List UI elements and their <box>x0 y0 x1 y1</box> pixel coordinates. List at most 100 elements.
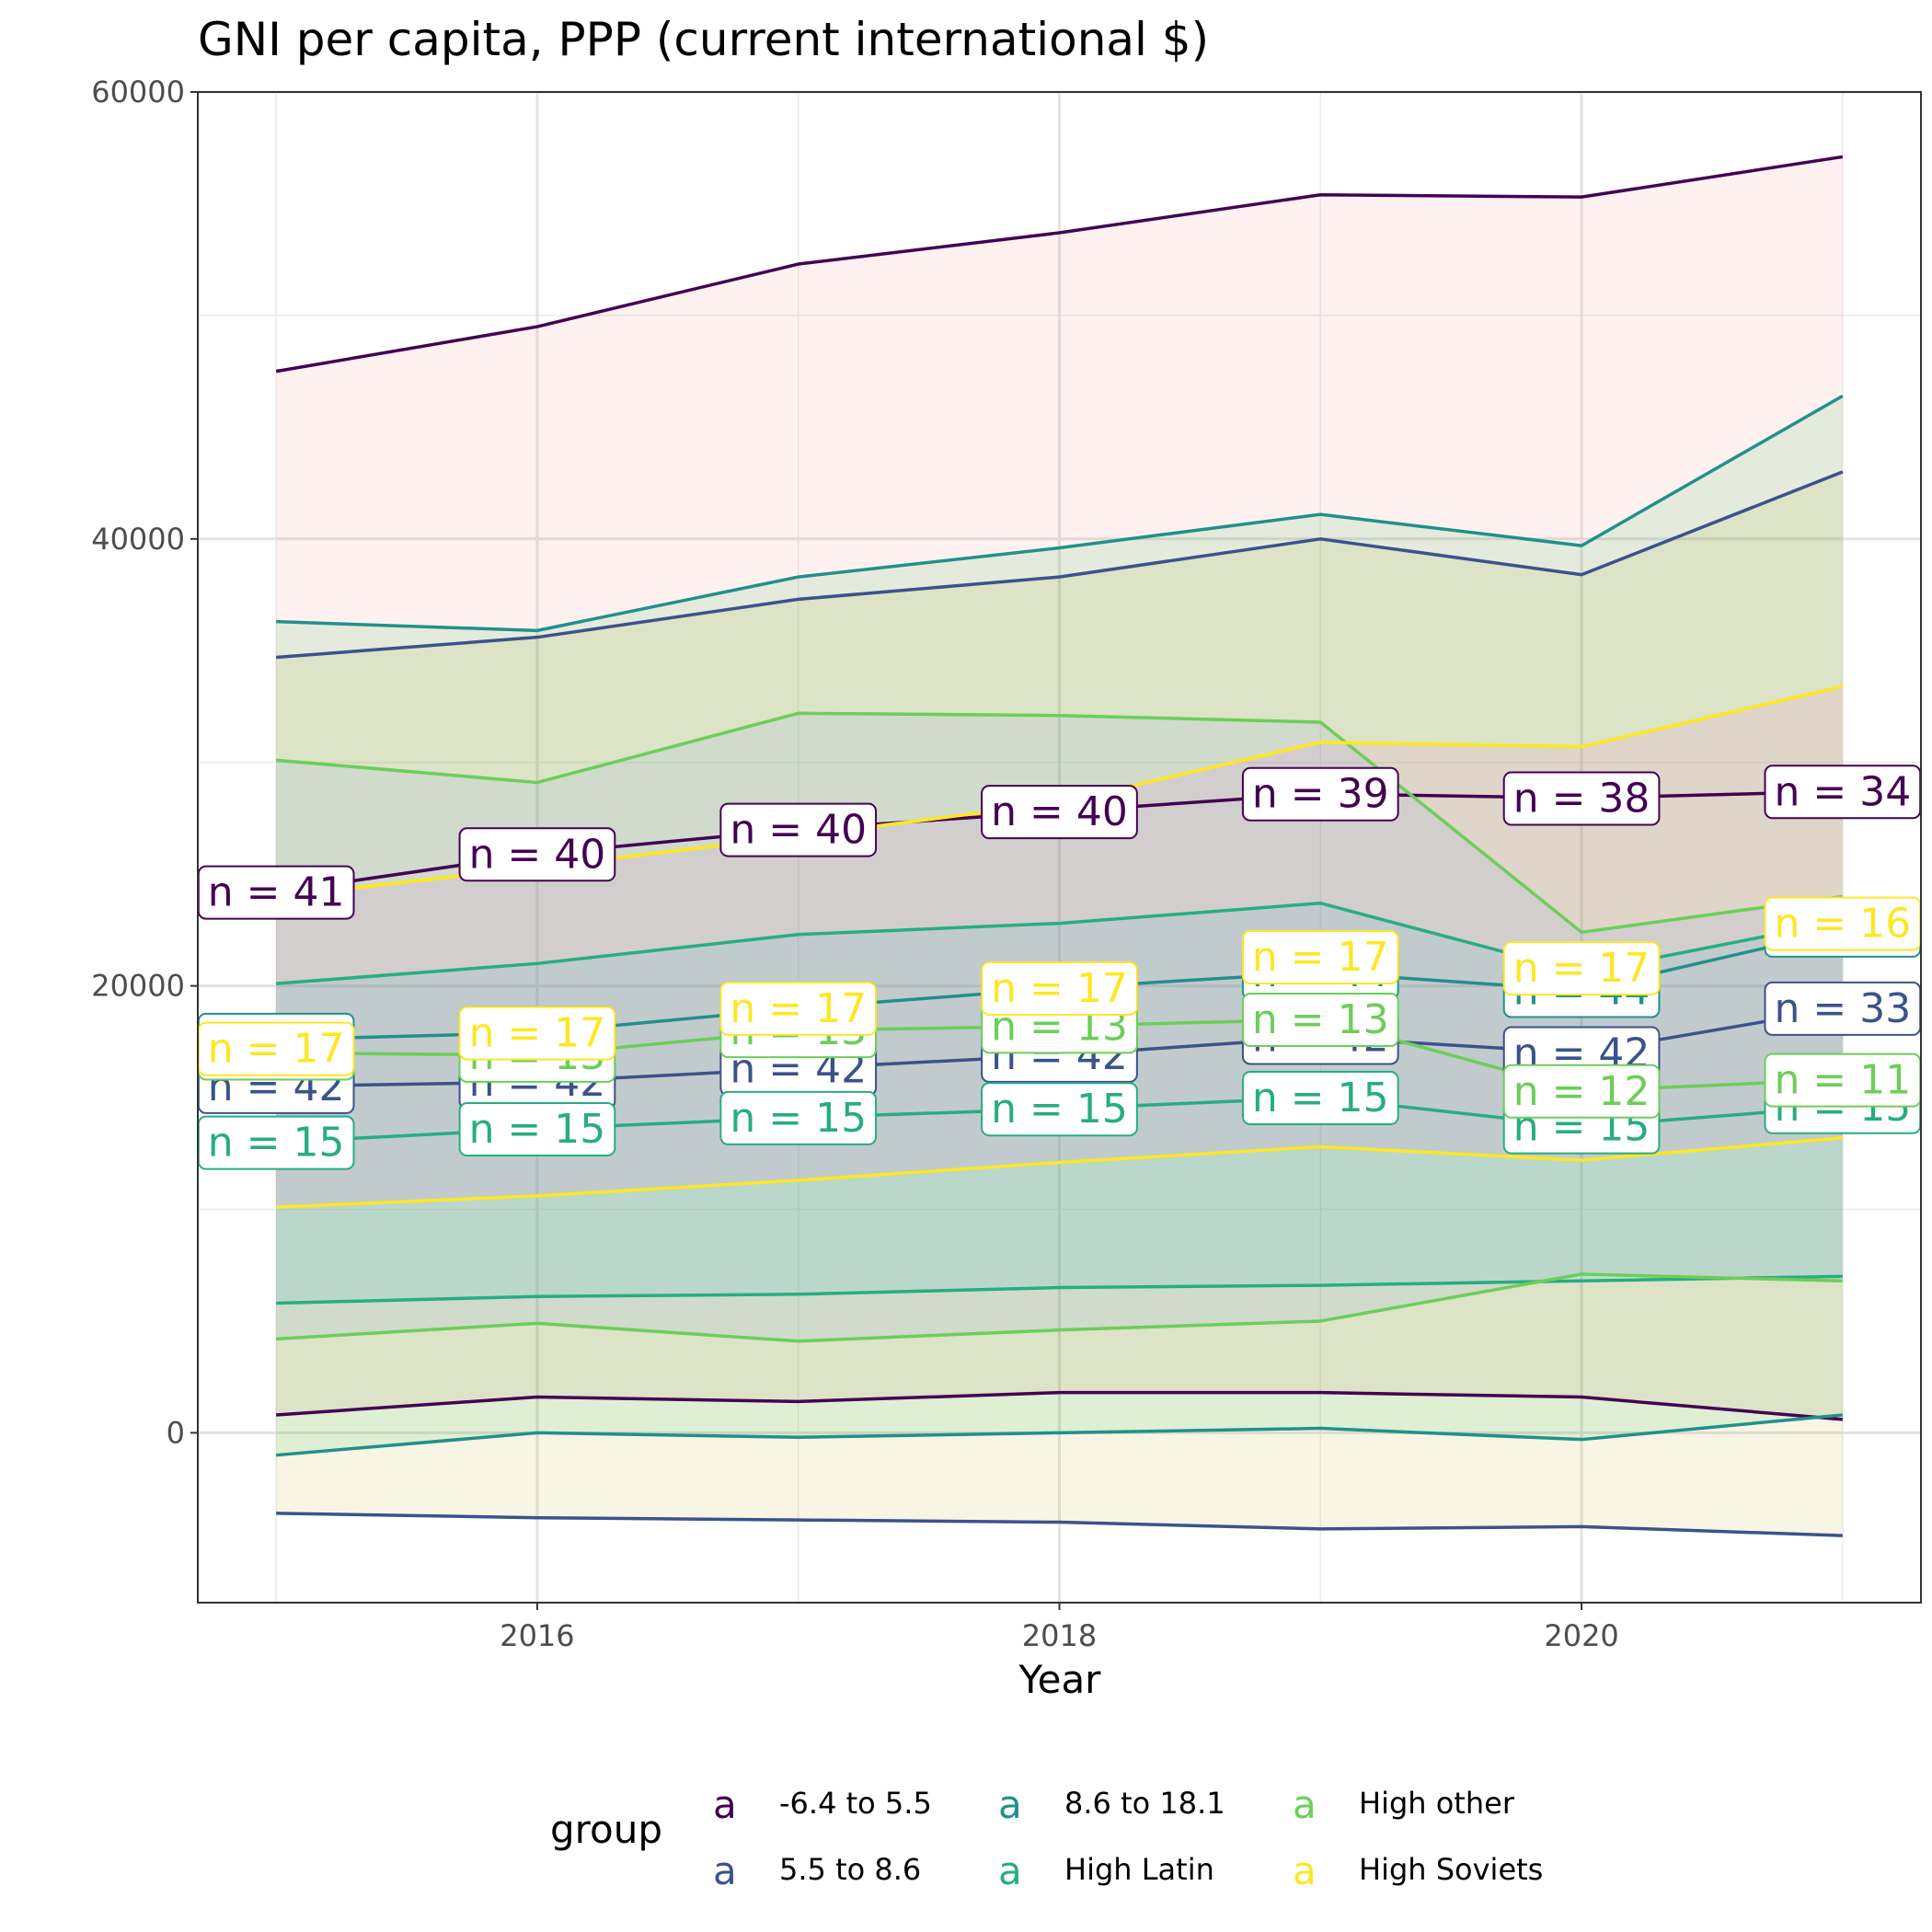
x-tick-label: 2016 <box>500 1618 574 1653</box>
count-label: n = 38 <box>1502 771 1661 826</box>
count-label-text: n = 17 <box>730 985 867 1032</box>
count-label-box <box>981 785 1138 840</box>
count-label: n = 40 <box>458 827 616 882</box>
legend-label: High other <box>1359 1786 1515 1821</box>
count-label-text: n = 17 <box>1513 945 1650 992</box>
count-label-box <box>1502 941 1661 996</box>
legend-key: a <box>998 1782 1022 1827</box>
count-label: n = 40 <box>981 785 1138 840</box>
count-label-box <box>719 1090 878 1145</box>
count-label: n = 15 <box>719 1090 878 1145</box>
chart-title: GNI per capita, PPP (current internation… <box>198 13 1209 66</box>
series-line-upper <box>276 394 1844 633</box>
series-line-upper <box>276 470 1844 660</box>
count-label: n = 17 <box>981 961 1138 1017</box>
count-label-text: n = 17 <box>469 1010 606 1057</box>
legend-key: a <box>713 1848 737 1893</box>
count-label-text: n = 15 <box>1252 1075 1389 1121</box>
count-label: n = 12 <box>1502 1064 1661 1119</box>
count-label: n = 15 <box>458 1102 616 1157</box>
legend-key: a <box>1293 1782 1317 1827</box>
series-line-lower <box>276 1512 1843 1537</box>
legend-label: High Latin <box>1064 1852 1214 1887</box>
count-label-box <box>719 981 878 1036</box>
legend-label: 8.6 to 18.1 <box>1064 1786 1225 1821</box>
count-label-box <box>1241 1071 1399 1126</box>
x-tick-label: 2018 <box>1022 1618 1097 1653</box>
ribbon-band <box>276 686 1843 1208</box>
x-axis-title: Year <box>1018 1657 1102 1702</box>
count-label-text: n = 39 <box>1252 771 1389 818</box>
legend: group a -6.4 to 5.5 a 5.5 to 8.6 a 8.6 to 18.… <box>550 1782 1543 1893</box>
count-label-text: n = 15 <box>991 1086 1128 1133</box>
count-label-text: n = 13 <box>1252 996 1389 1043</box>
legend-title: group <box>550 1807 662 1852</box>
count-label-text: n = 34 <box>1775 768 1912 815</box>
count-label: n = 17 <box>458 1006 616 1061</box>
count-label: n = 11 <box>1764 1052 1921 1108</box>
count-label: n = 16 <box>1764 896 1921 951</box>
count-label-text: n = 15 <box>208 1120 345 1167</box>
count-label-text: n = 16 <box>1775 901 1912 948</box>
plot-panel: n = 41 n = 40 n = 40 n = 40 n = 39 n = 38 n = … <box>91 75 1922 1653</box>
count-label-text: n = 38 <box>1513 776 1650 822</box>
series-line-lower <box>276 1272 1843 1343</box>
y-tick-label: 60000 <box>91 75 185 109</box>
count-label-text: n = 17 <box>208 1026 345 1073</box>
x-tick-label: 2020 <box>1544 1618 1618 1653</box>
count-label: n = 40 <box>719 802 878 857</box>
count-label-box <box>1241 766 1399 822</box>
count-label: n = 15 <box>1241 1071 1399 1126</box>
count-label-text: n = 41 <box>208 869 345 916</box>
count-label: n = 41 <box>198 865 355 920</box>
count-label-text: n = 17 <box>1252 934 1389 981</box>
count-label: n = 17 <box>198 1021 355 1076</box>
count-label: n = 15 <box>981 1082 1138 1137</box>
count-label-text: n = 15 <box>730 1095 867 1142</box>
series-line-lower <box>276 1274 1843 1305</box>
count-label: n = 34 <box>1764 765 1921 820</box>
count-label: n = 17 <box>719 981 878 1036</box>
y-tick-label: 0 <box>167 1415 185 1450</box>
ribbon-band <box>276 396 1843 1455</box>
y-tick-label: 40000 <box>91 522 185 557</box>
count-label-box <box>719 802 878 857</box>
legend-key: a <box>1293 1848 1317 1893</box>
legend-label: -6.4 to 5.5 <box>779 1786 932 1821</box>
legend-key: a <box>998 1848 1022 1893</box>
count-label-box <box>1241 993 1399 1048</box>
count-label-text: n = 33 <box>1775 985 1912 1032</box>
series-line-lower <box>276 1136 1844 1209</box>
count-label-box <box>981 1082 1138 1137</box>
y-tick-label: 20000 <box>91 969 185 1004</box>
count-label: n = 15 <box>198 1115 355 1170</box>
legend-label: High Soviets <box>1359 1852 1543 1887</box>
count-label-text: n = 15 <box>469 1106 606 1153</box>
legend-label: 5.5 to 8.6 <box>779 1852 921 1887</box>
count-label: n = 17 <box>1502 941 1661 996</box>
count-label-text: n = 17 <box>991 965 1128 1012</box>
count-label: n = 39 <box>1241 766 1399 822</box>
series-line-lower <box>275 1413 1844 1457</box>
count-label-box <box>458 827 616 882</box>
count-label: n = 13 <box>1241 993 1399 1048</box>
count-label: n = 33 <box>1764 981 1921 1036</box>
count-label-text: n = 40 <box>991 788 1128 835</box>
count-label-box <box>458 1102 616 1157</box>
count-label-box <box>1502 1064 1661 1119</box>
count-label-text: n = 11 <box>1775 1057 1912 1104</box>
legend-key: a <box>713 1782 737 1827</box>
series-line-lower <box>276 1390 1844 1421</box>
count-labels: n = 41 n = 40 n = 40 n = 40 n = 39 n = 38 n = … <box>198 765 1921 1170</box>
series-line-upper <box>275 711 1844 935</box>
count-label-text: n = 40 <box>469 831 606 878</box>
count-label-box <box>981 961 1138 1017</box>
count-label-text: n = 12 <box>1513 1068 1650 1115</box>
series-line-upper <box>275 155 1844 374</box>
count-label-box <box>1241 930 1399 985</box>
count-label-text: n = 40 <box>730 807 867 854</box>
count-label-box <box>458 1006 616 1061</box>
count-label-box <box>1502 771 1661 826</box>
count-label: n = 17 <box>1241 930 1399 985</box>
